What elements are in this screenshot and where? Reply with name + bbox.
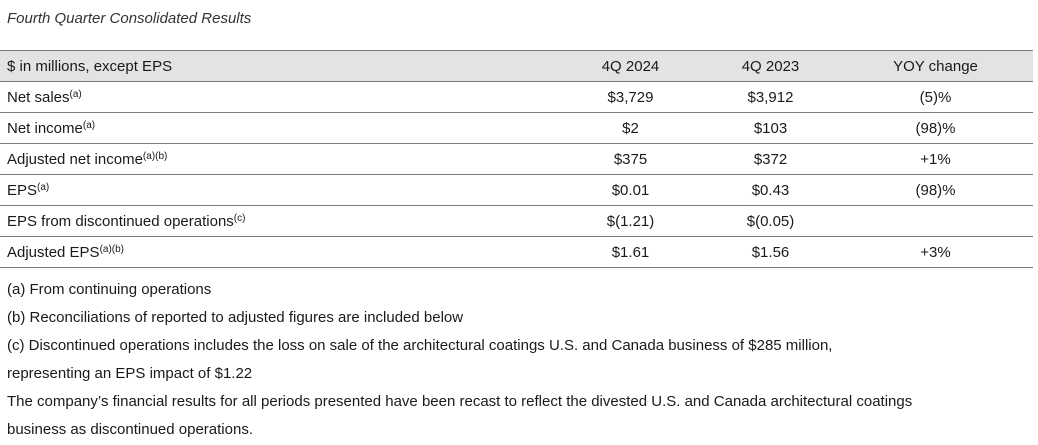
cell-yoy-change: (98)% xyxy=(838,112,1033,144)
footnote-marker: (a) xyxy=(82,119,96,131)
table-row: Adjusted net income(a)(b) $375 $372 +1% xyxy=(0,143,1033,175)
footnote-marker: (a)(b) xyxy=(142,150,168,162)
footnotes: (a) From continuing operations (b) Recon… xyxy=(7,276,1035,444)
row-label-text: EPS from discontinued operations xyxy=(7,212,234,230)
cell-4q-2024: $3,729 xyxy=(558,81,703,113)
row-label-text: Net income xyxy=(7,119,83,137)
cell-4q-2023: $3,912 xyxy=(703,81,838,113)
row-label: EPS from discontinued operations(c) xyxy=(0,205,558,237)
results-table: $ in millions, except EPS 4Q 2024 4Q 202… xyxy=(0,50,1033,268)
footnote-marker: (a) xyxy=(37,181,50,193)
row-label-text: Adjusted net income xyxy=(7,150,143,168)
table-row: EPS(a) $0.01 $0.43 (98)% xyxy=(0,174,1033,206)
table-row: Net income(a) $2 $103 (98)% xyxy=(0,112,1033,144)
footnote-a: (a) From continuing operations xyxy=(7,281,212,298)
cell-yoy-change: +3% xyxy=(838,236,1033,268)
header-label: $ in millions, except EPS xyxy=(0,50,558,82)
header-yoy-change: YOY change xyxy=(838,50,1033,82)
cell-yoy-change: (5)% xyxy=(838,81,1033,113)
cell-yoy-change xyxy=(838,205,1033,237)
footnote-marker: (a)(b) xyxy=(99,243,125,255)
header-4q-2024: 4Q 2024 xyxy=(558,50,703,82)
page-title: Fourth Quarter Consolidated Results xyxy=(7,10,252,27)
table-row: Adjusted EPS(a)(b) $1.61 $1.56 +3% xyxy=(0,236,1033,268)
row-label: Net sales(a) xyxy=(0,81,558,113)
recast-note-continued: business as discontinued operations. xyxy=(7,421,253,438)
footnote-c: (c) Discontinued operations includes the… xyxy=(7,337,833,354)
cell-4q-2023: $103 xyxy=(703,112,838,144)
table-row: EPS from discontinued operations(c) $(1.… xyxy=(0,205,1033,237)
row-label: EPS(a) xyxy=(0,174,558,206)
cell-4q-2023: $1.56 xyxy=(703,236,838,268)
footnote-b: (b) Reconciliations of reported to adjus… xyxy=(7,309,464,326)
recast-note: The company’s financial results for all … xyxy=(7,393,913,410)
cell-4q-2023: $372 xyxy=(703,143,838,175)
cell-4q-2024: $0.01 xyxy=(558,174,703,206)
table-header-row: $ in millions, except EPS 4Q 2024 4Q 202… xyxy=(0,50,1033,82)
row-label-text: Net sales xyxy=(7,88,70,106)
cell-4q-2023: $(0.05) xyxy=(703,205,838,237)
cell-4q-2024: $(1.21) xyxy=(558,205,703,237)
row-label: Adjusted EPS(a)(b) xyxy=(0,236,558,268)
header-4q-2023: 4Q 2023 xyxy=(703,50,838,82)
footnote-c-continued: representing an EPS impact of $1.22 xyxy=(7,365,253,382)
cell-4q-2023: $0.43 xyxy=(703,174,838,206)
cell-4q-2024: $1.61 xyxy=(558,236,703,268)
footnote-marker: (a) xyxy=(69,88,82,100)
row-label: Adjusted net income(a)(b) xyxy=(0,143,558,175)
table-row: Net sales(a) $3,729 $3,912 (5)% xyxy=(0,81,1033,113)
cell-4q-2024: $2 xyxy=(558,112,703,144)
row-label: Net income(a) xyxy=(0,112,558,144)
cell-yoy-change: +1% xyxy=(838,143,1033,175)
cell-yoy-change: (98)% xyxy=(838,174,1033,206)
cell-4q-2024: $375 xyxy=(558,143,703,175)
row-label-text: Adjusted EPS xyxy=(7,243,100,261)
footnote-marker: (c) xyxy=(233,212,246,224)
row-label-text: EPS xyxy=(7,181,38,199)
